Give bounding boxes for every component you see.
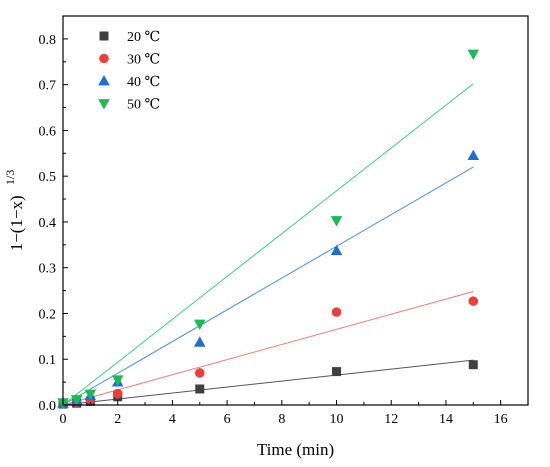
- x-tick-label: 12: [384, 412, 398, 427]
- data-point-series-4: [467, 49, 480, 60]
- y-axis-label-main: 1−(1−x): [7, 195, 26, 251]
- data-point-series-2: [331, 307, 342, 317]
- y-tick-label: 0.7: [39, 79, 57, 94]
- data-point-series-2: [468, 296, 479, 306]
- x-tick-label: 4: [169, 412, 176, 427]
- fit-line-series-3: [62, 166, 474, 406]
- data-point-series-4: [193, 319, 206, 330]
- x-axis-label: Time (min): [257, 440, 334, 459]
- y-tick-label: 0.0: [39, 399, 57, 414]
- y-axis-label-superscript: 1/3: [3, 170, 17, 185]
- data-point-series-1: [332, 367, 342, 377]
- x-tick-label: 0: [60, 412, 67, 427]
- legend: 20 ℃ 30 ℃ 40 ℃ 50 ℃: [98, 30, 160, 113]
- data-point-series-3: [193, 336, 206, 347]
- y-tick-label: 0.1: [39, 353, 57, 368]
- legend-marker-series-3: [98, 75, 110, 86]
- data-point-series-4: [70, 395, 83, 406]
- x-tick-label: 2: [114, 412, 121, 427]
- legend-marker-series-4: [98, 99, 110, 110]
- x-axis: 0 2 4 6 8 10 12 14 16: [60, 400, 508, 427]
- data-point-series-1: [195, 384, 205, 394]
- legend-marker-series-1: [99, 31, 109, 41]
- data-point-series-4: [84, 389, 97, 401]
- y-axis-label: 1−(1−x) 1/3: [3, 170, 26, 252]
- data-point-series-2: [194, 368, 205, 378]
- data-point-series-4: [330, 216, 343, 227]
- legend-label-series-4: 50 ℃: [127, 98, 160, 113]
- x-tick-label: 10: [330, 412, 344, 427]
- fit-line-series-4: [62, 83, 474, 406]
- y-tick-label: 0.2: [39, 307, 57, 322]
- data-point-series-1: [468, 360, 478, 370]
- x-tick-label: 8: [278, 412, 285, 427]
- data-points: [57, 49, 480, 409]
- legend-marker-series-2: [99, 53, 109, 64]
- legend-label-series-2: 30 ℃: [127, 53, 160, 68]
- y-tick-label: 0.3: [39, 262, 57, 277]
- legend-label-series-1: 20 ℃: [127, 30, 160, 45]
- fit-lines: [62, 83, 474, 406]
- plot-frame: [62, 15, 529, 406]
- y-tick-label: 0.5: [39, 170, 57, 185]
- x-tick-label: 6: [224, 412, 231, 427]
- data-point-series-3: [467, 149, 480, 160]
- data-point-series-2: [112, 388, 123, 399]
- legend-label-series-3: 40 ℃: [127, 75, 160, 90]
- y-axis: 0.0 0.1 0.2 0.3 0.4 0.5 0.6 0.7 0.8: [39, 33, 68, 414]
- y-tick-label: 0.8: [39, 33, 57, 48]
- data-point-series-3: [330, 244, 343, 256]
- y-tick-label: 0.4: [39, 216, 57, 231]
- data-point-series-4: [111, 375, 124, 386]
- fit-line-series-1: [62, 359, 474, 406]
- x-tick-label: 14: [439, 412, 453, 427]
- x-tick-label: 16: [494, 412, 508, 427]
- y-tick-label: 0.6: [39, 124, 57, 139]
- fit-line-series-2: [62, 291, 474, 406]
